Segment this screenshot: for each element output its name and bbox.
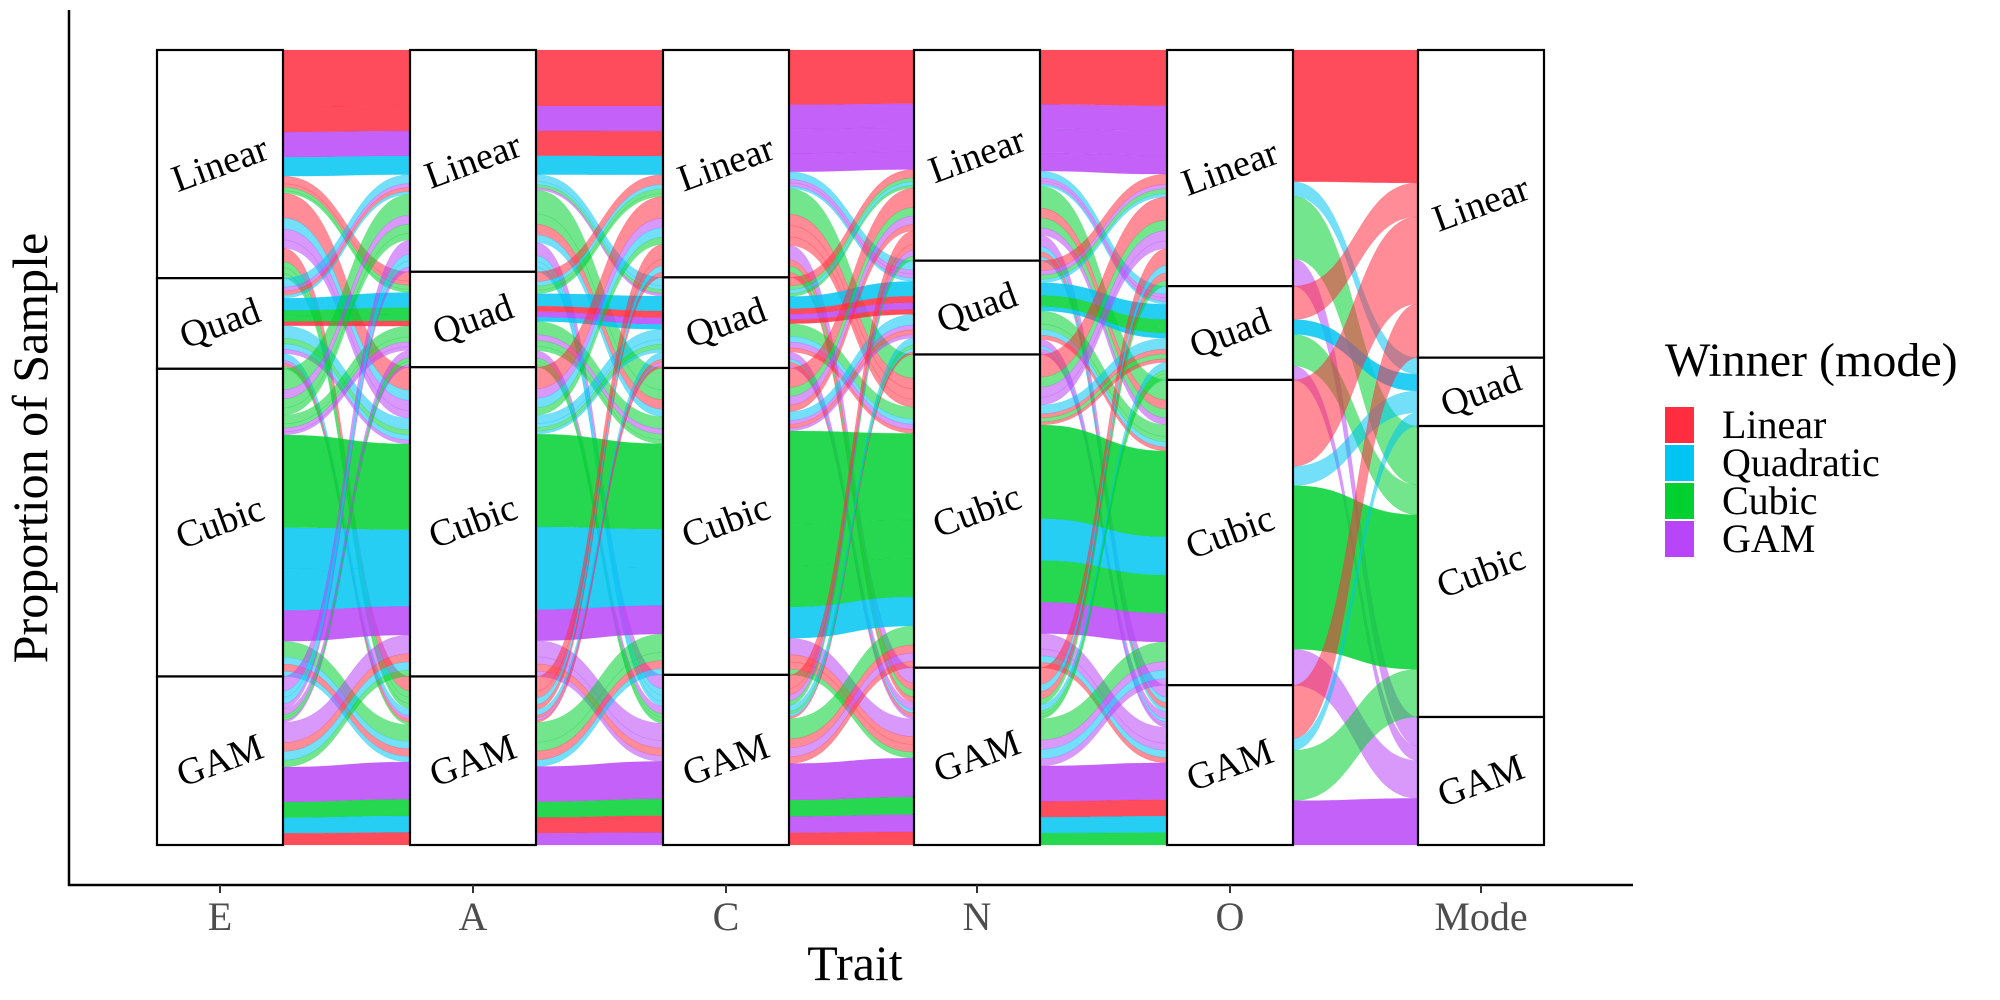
flow-A-GAM-to-C-GAM <box>535 832 664 846</box>
flow-E-Cubic-to-A-Cubic <box>282 606 411 642</box>
flow-E-Linear-to-A-Linear <box>282 130 411 158</box>
legend-swatch-cubic <box>1665 483 1694 519</box>
stratum-C-GAM <box>661 673 791 847</box>
legend-swatch-linear <box>1665 407 1694 443</box>
flow-E-GAM-to-A-GAM <box>282 815 411 834</box>
stratum-Mode-Linear <box>1416 48 1546 359</box>
stratum-E-GAM <box>155 675 285 847</box>
flow-N-GAM-to-O-GAM <box>1039 815 1168 834</box>
flows-layer <box>282 49 1419 846</box>
stratum-N-Cubic <box>912 353 1042 669</box>
x-tick-label-O: O <box>1216 894 1245 939</box>
flow-N-GAM-to-O-GAM <box>1039 832 1168 846</box>
flow-N-Linear-to-O-Linear <box>1039 104 1168 132</box>
flow-N-Linear-to-O-Linear <box>1039 49 1168 107</box>
stratum-E-Cubic <box>155 367 285 678</box>
stratum-Mode-Cubic <box>1416 424 1546 719</box>
flow-A-GAM-to-C-GAM <box>535 761 664 803</box>
stratum-A-Cubic <box>408 366 538 678</box>
stratum-N-GAM <box>912 666 1042 847</box>
x-tick-label-N: N <box>963 894 992 939</box>
flow-A-Linear-to-C-Linear <box>535 105 664 132</box>
legend-label-linear: Linear <box>1722 402 1826 447</box>
flow-A-Cubic-to-C-Cubic <box>535 567 664 610</box>
x-axis-title: Trait <box>807 935 903 991</box>
x-ticks: E A C N O Mode <box>208 885 1528 939</box>
x-tick-label-E: E <box>208 894 232 939</box>
stratum-E-Quad <box>155 277 285 370</box>
flow-N-Linear-to-O-Linear <box>1039 128 1168 156</box>
flow-N-Linear-to-O-Linear <box>1039 152 1168 175</box>
flow-E-Linear-to-A-Linear <box>282 155 411 177</box>
x-tick-label-A: A <box>459 894 488 939</box>
flow-E-Linear-to-A-Linear <box>282 105 411 133</box>
flow-C-Linear-to-N-Linear <box>788 49 915 106</box>
legend-swatch-quad <box>1665 445 1694 481</box>
stratum-E-Linear <box>155 48 285 280</box>
stratum-C-Quad <box>661 276 791 370</box>
flow-A-Linear-to-C-Linear <box>535 130 664 157</box>
flow-N-GAM-to-O-GAM <box>1039 799 1168 818</box>
flow-A-Linear-to-C-Linear <box>535 49 664 107</box>
flow-E-GAM-to-A-GAM <box>282 761 411 803</box>
flow-C-GAM-to-N-GAM <box>788 796 915 817</box>
flow-E-Linear-to-A-Linear <box>282 49 411 108</box>
x-tick-label-Mode: Mode <box>1434 894 1527 939</box>
stratum-N-Quad <box>912 259 1042 356</box>
flow-C-Linear-to-N-Linear <box>788 127 915 154</box>
flow-E-GAM-to-A-GAM <box>282 799 411 819</box>
stratum-Mode-Quad <box>1416 356 1546 428</box>
stratum-C-Linear <box>661 48 791 279</box>
flow-A-GAM-to-C-GAM <box>535 815 664 834</box>
strata-layer: LinearQuadCubicGAMLinearQuadCubicGAMLine… <box>155 48 1546 847</box>
flow-C-GAM-to-N-GAM <box>788 814 915 834</box>
legend-label-gam: GAM <box>1722 516 1815 561</box>
flow-O-GAM-to-Mode-GAM <box>1292 798 1419 846</box>
flow-C-Linear-to-N-Linear <box>788 103 915 130</box>
legend-swatch-gam <box>1665 521 1694 557</box>
axes-layer <box>67 10 1633 887</box>
stratum-A-Linear <box>408 48 538 273</box>
flow-A-GAM-to-C-GAM <box>535 798 664 818</box>
flow-C-Linear-to-N-Linear <box>788 151 915 173</box>
legend-label-quad: Quadratic <box>1722 440 1880 485</box>
flow-C-GAM-to-N-GAM <box>788 757 915 801</box>
flow-A-Linear-to-C-Linear <box>535 155 664 176</box>
flow-C-GAM-to-N-GAM <box>788 831 915 846</box>
y-axis-title: Proportion of Sample <box>2 233 58 664</box>
flow-A-Cubic-to-C-Cubic <box>535 605 664 641</box>
legend-label-cubic: Cubic <box>1722 478 1818 523</box>
flow-O-Linear-to-Mode-Linear <box>1292 49 1419 184</box>
legend-title: Winner (mode) <box>1665 334 1958 387</box>
stratum-C-Cubic <box>661 366 791 676</box>
stratum-O-GAM <box>1165 684 1295 847</box>
stratum-A-GAM <box>408 675 538 847</box>
flow-N-GAM-to-O-GAM <box>1039 762 1168 802</box>
flow-E-GAM-to-A-GAM <box>282 832 411 846</box>
flow-E-Cubic-to-A-Cubic <box>282 567 411 611</box>
stratum-Mode-GAM <box>1416 715 1546 847</box>
stratum-N-Linear <box>912 48 1042 262</box>
x-tick-label-C: C <box>713 894 740 939</box>
